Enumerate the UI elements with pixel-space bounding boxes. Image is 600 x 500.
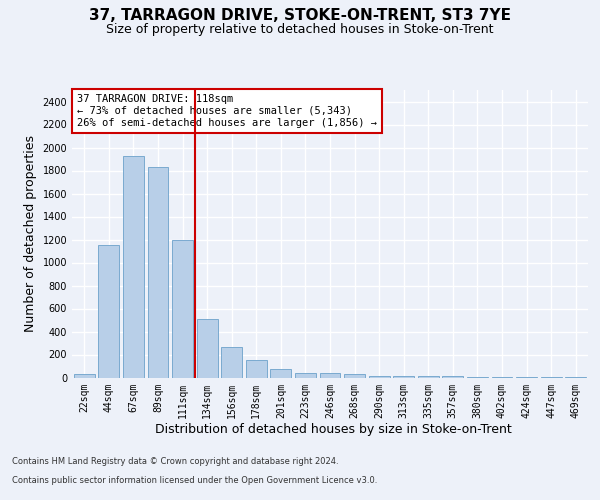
Bar	[98, 245, 119, 378]
Bar	[344, 374, 365, 378]
Text: Contains HM Land Registry data © Crown copyright and database right 2024.: Contains HM Land Registry data © Crown c…	[12, 457, 338, 466]
Bar	[246, 360, 267, 378]
Bar	[393, 376, 414, 378]
Bar	[541, 377, 562, 378]
Bar	[221, 347, 242, 378]
Bar	[516, 377, 537, 378]
Bar	[418, 376, 439, 378]
Bar	[467, 377, 488, 378]
Bar	[491, 377, 512, 378]
Bar	[197, 319, 218, 378]
Bar	[74, 374, 95, 378]
Bar	[123, 156, 144, 378]
Text: Contains public sector information licensed under the Open Government Licence v3: Contains public sector information licen…	[12, 476, 377, 485]
Text: Size of property relative to detached houses in Stoke-on-Trent: Size of property relative to detached ho…	[106, 22, 494, 36]
Bar	[368, 376, 389, 378]
Text: 37 TARRAGON DRIVE: 118sqm
← 73% of detached houses are smaller (5,343)
26% of se: 37 TARRAGON DRIVE: 118sqm ← 73% of detac…	[77, 94, 377, 128]
Text: Distribution of detached houses by size in Stoke-on-Trent: Distribution of detached houses by size …	[155, 422, 511, 436]
Text: 37, TARRAGON DRIVE, STOKE-ON-TRENT, ST3 7YE: 37, TARRAGON DRIVE, STOKE-ON-TRENT, ST3 …	[89, 8, 511, 22]
Bar	[442, 376, 463, 378]
Bar	[271, 369, 292, 378]
Bar	[320, 373, 340, 378]
Bar	[172, 240, 193, 378]
Bar	[565, 377, 586, 378]
Y-axis label: Number of detached properties: Number of detached properties	[24, 135, 37, 332]
Bar	[148, 167, 169, 378]
Bar	[295, 373, 316, 378]
